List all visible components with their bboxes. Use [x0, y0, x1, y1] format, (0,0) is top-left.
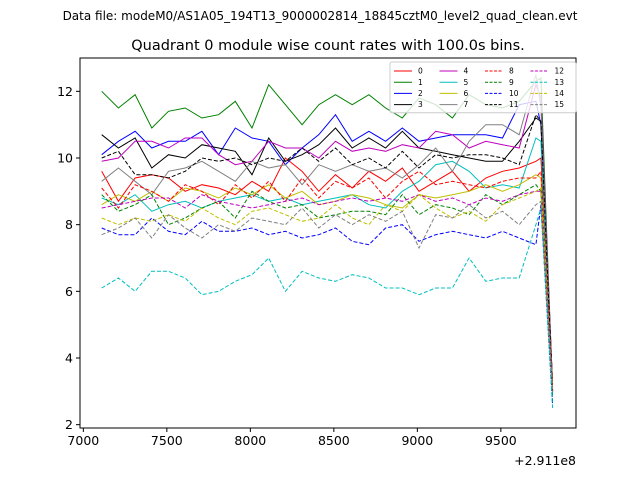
y-tick-label: 4 [65, 351, 73, 366]
series-line-12 [101, 190, 554, 392]
y-tick-label: 2 [65, 417, 73, 432]
legend-label-1: 1 [418, 78, 423, 87]
y-tick-label: 10 [57, 151, 73, 166]
x-tick-label: 8500 [318, 433, 350, 448]
legend-label-2: 2 [418, 89, 423, 98]
y-tick-label: 8 [65, 217, 73, 232]
series-line-7 [101, 74, 554, 392]
legend-label-10: 10 [509, 89, 519, 98]
plot-area [101, 74, 554, 409]
series-line-8 [101, 169, 554, 392]
x-tick-label: 9000 [401, 433, 433, 448]
x-axis: 7000 7500 8000 8500 9000 9500 [67, 428, 517, 448]
series-line-9 [101, 184, 554, 402]
legend-label-6: 6 [464, 89, 469, 98]
legend-label-14: 14 [555, 89, 565, 98]
series-line-3 [101, 117, 554, 385]
legend-label-7: 7 [464, 100, 469, 109]
legend-label-13: 13 [555, 78, 565, 87]
x-tick-label: 8000 [234, 433, 266, 448]
series-line-13 [101, 207, 554, 409]
series-line-4 [101, 83, 554, 389]
series-line-10 [101, 204, 554, 405]
axes-frame [79, 57, 577, 429]
legend-label-8: 8 [509, 67, 514, 76]
series-line-14 [101, 187, 554, 392]
x-tick-label: 9500 [485, 433, 517, 448]
chart-title: Quadrant 0 module wise count rates with … [131, 38, 525, 54]
x-tick-label: 7500 [151, 433, 183, 448]
legend-label-9: 9 [509, 78, 514, 87]
legend-label-15: 15 [555, 100, 565, 109]
legend-label-3: 3 [418, 100, 423, 109]
series-line-2 [101, 100, 554, 392]
y-axis: 2 4 6 8 10 12 [57, 84, 80, 432]
legend-label-12: 12 [555, 67, 565, 76]
legend-label-0: 0 [418, 67, 423, 76]
series-line-15 [101, 200, 554, 392]
series-line-5 [101, 137, 554, 395]
legend-label-11: 11 [509, 100, 519, 109]
legend-box [389, 61, 577, 114]
series-line-11 [101, 113, 554, 392]
legend-label-4: 4 [464, 67, 469, 76]
x-tick-label: 7000 [67, 433, 99, 448]
x-axis-offset-label: +2.911e8 [514, 453, 576, 468]
y-tick-label: 6 [65, 284, 73, 299]
data-file-caption: Data file: modeM0/AS1A05_194T13_90000028… [63, 9, 578, 23]
legend-label-5: 5 [464, 78, 469, 87]
y-tick-label: 12 [57, 84, 73, 99]
series-line-0 [101, 157, 554, 382]
